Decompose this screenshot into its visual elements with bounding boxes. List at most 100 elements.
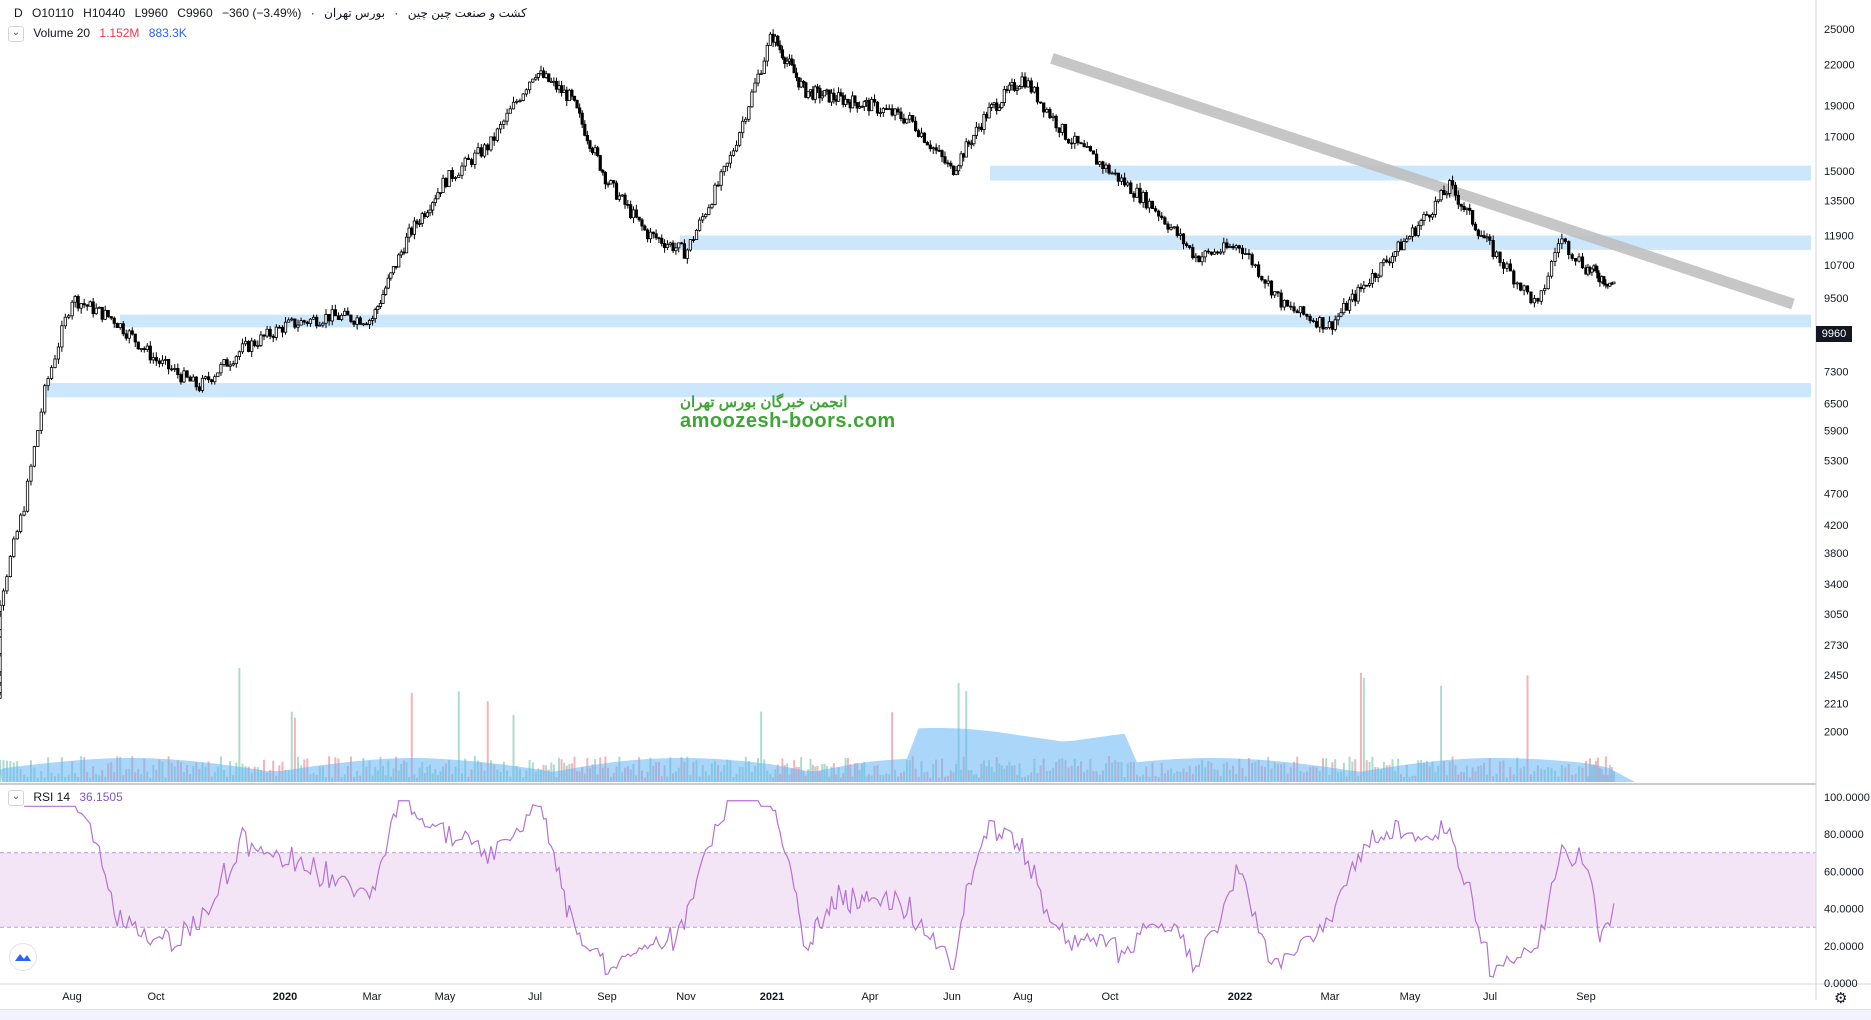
candle-body	[1175, 226, 1179, 236]
time-axis[interactable]: Aug Oct 2020 Mar May Jul Sep Nov 2021 Apr Jun Aug Oc…	[62, 991, 1596, 1003]
candle	[1439, 189, 1443, 203]
candle	[982, 111, 986, 135]
candle	[97, 306, 101, 309]
price-label: 4200	[1824, 520, 1848, 532]
candle	[1225, 238, 1229, 250]
candle-body	[1017, 86, 1022, 90]
bottom-toolbar[interactable]	[0, 1009, 1871, 1020]
candle-body	[593, 147, 597, 154]
candle	[1045, 107, 1049, 114]
candle	[744, 116, 748, 125]
candle	[447, 170, 451, 188]
candle-body	[1085, 146, 1089, 148]
trendline[interactable]	[1050, 53, 1795, 310]
candle-body	[1138, 187, 1142, 203]
candle	[154, 352, 158, 366]
candle-body	[744, 118, 748, 122]
candle	[995, 98, 999, 115]
candle-body	[713, 184, 717, 205]
time-label: Oct	[147, 991, 164, 1003]
candle	[1612, 281, 1616, 285]
candle	[1219, 248, 1223, 255]
candle-body	[765, 44, 769, 62]
price-label: 2450	[1824, 670, 1848, 682]
time-label: Jun	[943, 991, 961, 1003]
tradingview-logo-icon[interactable]	[9, 943, 37, 971]
candle	[36, 429, 40, 447]
candle-body	[893, 108, 897, 116]
candle	[741, 116, 745, 139]
candle	[629, 200, 633, 220]
candle	[1101, 160, 1105, 174]
legend-sep2: ·	[310, 6, 315, 20]
candle	[1203, 249, 1207, 263]
candle	[544, 70, 548, 79]
candle	[931, 146, 935, 154]
candle	[940, 149, 944, 163]
candle	[508, 105, 512, 114]
candle-body	[308, 318, 313, 324]
candle-body	[547, 73, 551, 83]
candle	[376, 305, 380, 315]
volume-bar	[1371, 756, 1374, 782]
candle-body	[36, 430, 40, 447]
candle	[1476, 228, 1480, 240]
candle-body	[145, 345, 149, 351]
price-axis[interactable]: 25000 22000 19000 17000 15000 13500 11900 10700…	[1824, 24, 1855, 738]
rsi-axis[interactable]: 100.0000 80.0000 60.0000 40.0000 20.0000 0.00…	[1824, 792, 1870, 990]
candle-body	[1379, 262, 1383, 277]
candle	[73, 294, 77, 308]
candle	[1519, 282, 1523, 292]
candle-body	[905, 118, 909, 124]
candle-body	[665, 244, 670, 248]
candle	[299, 317, 303, 326]
candle	[725, 162, 729, 172]
candle	[1206, 248, 1210, 255]
candle-body	[296, 324, 300, 328]
candle	[441, 174, 445, 193]
candle	[914, 116, 918, 133]
candle	[1379, 262, 1383, 278]
candle-body	[423, 213, 427, 218]
candle-body	[1563, 238, 1567, 242]
candle	[518, 98, 522, 103]
candle	[836, 87, 841, 102]
legend-symbol[interactable]: کشت و صنعت چین چین	[407, 6, 527, 20]
price-label: 2730	[1824, 640, 1848, 652]
rsi-axis-label: 40.0000	[1824, 904, 1864, 916]
candle	[103, 305, 107, 321]
candle-body	[862, 101, 866, 107]
candle-body	[531, 78, 535, 83]
time-label: Mar	[1321, 991, 1340, 1003]
gear-icon[interactable]: ⚙	[1834, 990, 1848, 1007]
candle	[308, 318, 313, 327]
chevron-down-icon[interactable]: ⌄	[8, 790, 24, 806]
candle	[911, 115, 915, 123]
volume-legend: ⌄ Volume 20 1.152M 883.3K	[8, 26, 193, 42]
candle-body	[1215, 251, 1220, 254]
candle-body	[756, 73, 760, 84]
candle-body	[578, 107, 582, 114]
candle-body	[482, 144, 487, 157]
candle-body	[97, 306, 101, 309]
candle	[333, 304, 337, 317]
candle	[1376, 273, 1380, 283]
candle	[339, 313, 344, 322]
chevron-down-icon[interactable]: ⌄	[8, 26, 24, 42]
candle-body	[259, 334, 263, 346]
candle-body	[1321, 317, 1325, 330]
candle	[433, 194, 437, 207]
candle-body	[631, 209, 636, 219]
volume-bar	[486, 701, 489, 782]
candle-body	[580, 112, 584, 125]
candle	[343, 307, 347, 317]
candle	[674, 242, 678, 255]
candle	[1501, 259, 1506, 274]
candle	[1085, 141, 1089, 148]
candle	[425, 209, 430, 218]
price-label: 10700	[1824, 260, 1855, 272]
legend-exchange: بورس تهران	[324, 6, 386, 20]
candle-body	[364, 323, 369, 326]
candle-body	[1508, 263, 1512, 272]
